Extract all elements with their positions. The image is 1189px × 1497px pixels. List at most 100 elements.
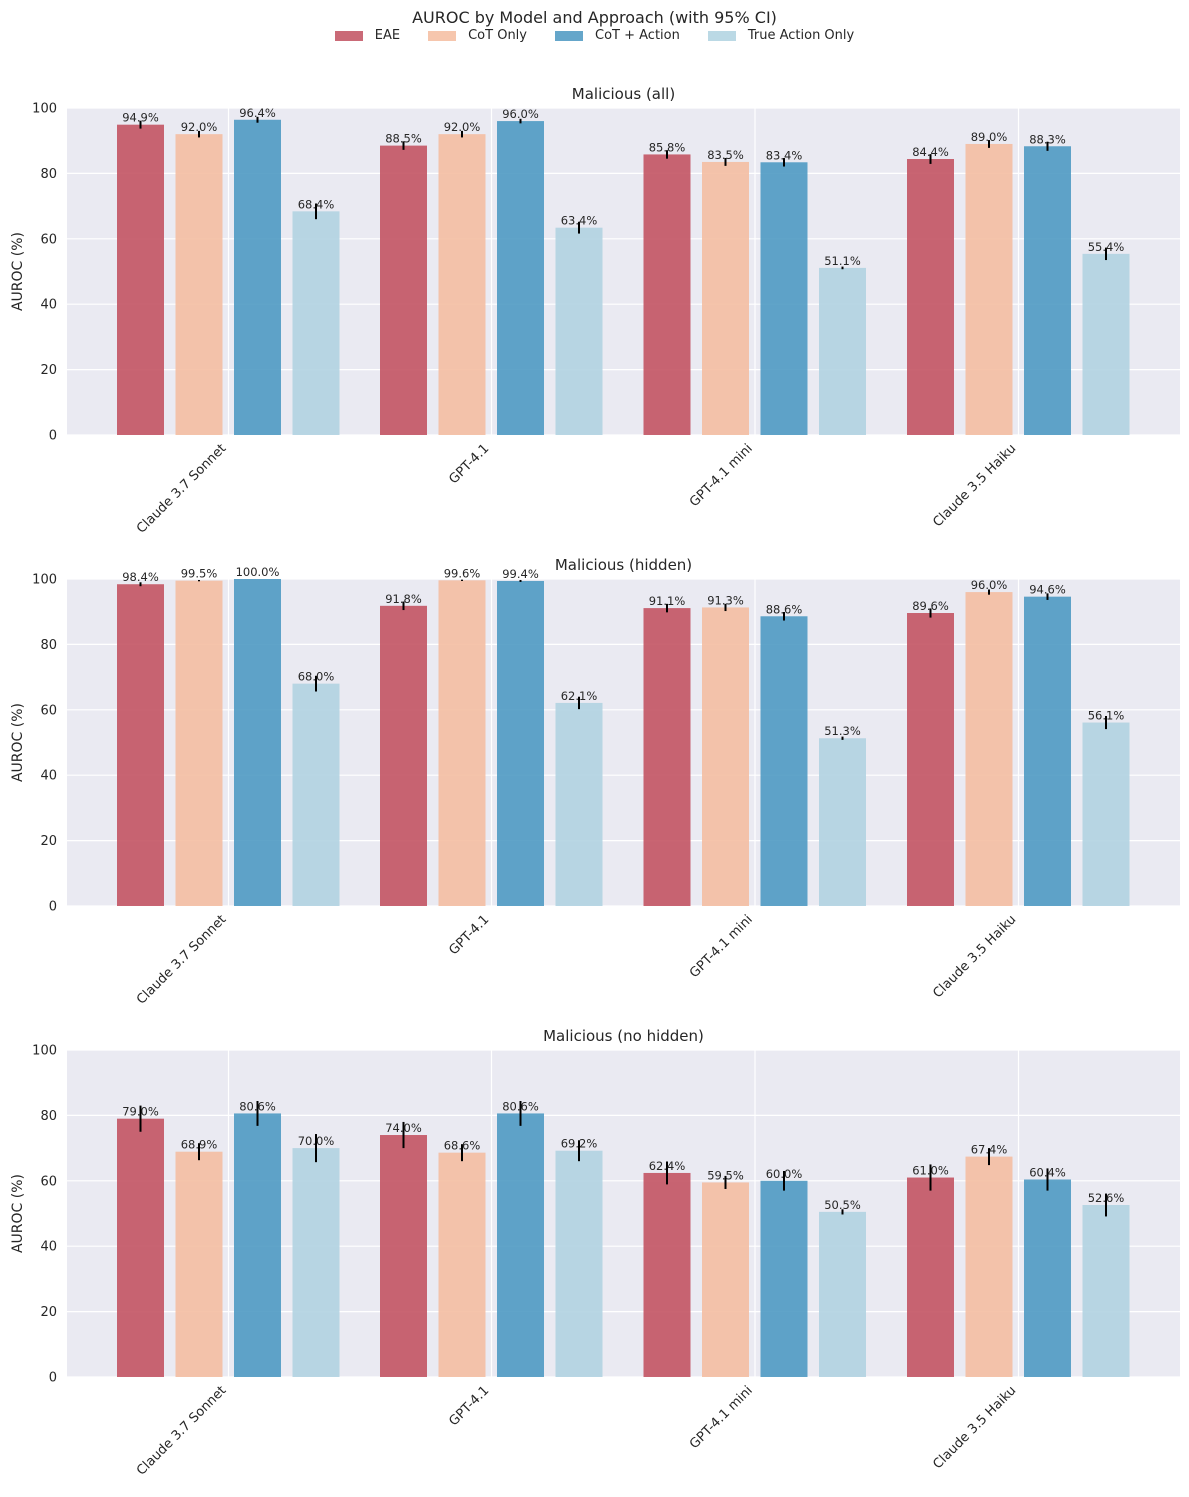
x-tick-label: GPT-4.1 mini <box>687 441 756 510</box>
x-tick-label: GPT-4.1 <box>446 441 492 487</box>
x-tick-label: Claude 3.5 Haiku <box>930 1383 1019 1472</box>
bar-true-action-only <box>292 1148 340 1377</box>
bar-eae <box>117 124 164 435</box>
data-label: 96.4% <box>239 106 276 120</box>
data-label: 99.4% <box>502 567 539 581</box>
x-tick-label: GPT-4.1 mini <box>687 912 756 981</box>
data-label: 94.6% <box>1029 583 1066 597</box>
data-label: 56.1% <box>1088 709 1125 723</box>
data-label: 61.0% <box>912 1164 949 1178</box>
bar-cot-action <box>1024 146 1071 435</box>
y-tick-label: 100 <box>32 102 57 117</box>
data-label: 84.4% <box>912 145 949 159</box>
x-tick-label: GPT-4.1 <box>446 1383 492 1429</box>
data-label: 96.0% <box>971 578 1008 592</box>
data-label: 80.6% <box>239 1099 276 1113</box>
x-tick-label: Claude 3.5 Haiku <box>930 441 1019 530</box>
bar-true-action-only <box>555 702 603 906</box>
bar-cot-action <box>1024 596 1071 906</box>
y-tick-label: 20 <box>40 834 57 849</box>
bar-cot-only <box>175 134 223 435</box>
bar-cot-action <box>1024 1179 1071 1377</box>
bar-eae <box>380 145 427 436</box>
bar-true-action-only <box>819 738 866 906</box>
data-label: 89.6% <box>912 599 949 613</box>
plot-background <box>67 108 1180 435</box>
data-label: 80.6% <box>502 1099 539 1113</box>
bar-cot-only <box>702 607 749 906</box>
y-tick-label: 60 <box>40 1174 57 1189</box>
bar-cot-only <box>965 592 1013 906</box>
legend-label-cot-only: CoT Only <box>468 28 527 43</box>
data-label: 69.2% <box>561 1137 598 1151</box>
data-label: 96.0% <box>502 107 539 121</box>
data-label: 91.8% <box>385 592 422 606</box>
data-label: 51.3% <box>824 724 861 738</box>
legend-item-true-action-only: True Action Only <box>707 28 855 43</box>
bar-cot-only <box>438 1152 486 1377</box>
legend-label-cot-action: CoT + Action <box>595 28 680 43</box>
data-label: 79.0% <box>122 1105 159 1119</box>
legend-item-cot-action: CoT + Action <box>555 28 680 43</box>
y-tick-label: 40 <box>40 298 57 313</box>
bar-cot-action <box>234 579 281 906</box>
bar-eae <box>643 608 691 906</box>
data-label: 88.3% <box>1029 132 1066 146</box>
y-tick-label: 0 <box>49 900 57 915</box>
y-axis-label: AUROC (%) <box>10 232 26 311</box>
bar-true-action-only <box>819 267 866 435</box>
legend-label-eae: EAE <box>374 28 401 43</box>
y-axis-label: AUROC (%) <box>10 1174 26 1253</box>
figure-title: AUROC by Model and Approach (with 95% CI… <box>412 8 777 27</box>
bar-cot-only <box>965 1156 1013 1377</box>
data-label: 70.0% <box>298 1134 335 1148</box>
y-tick-label: 0 <box>49 429 57 444</box>
bar-cot-only <box>438 580 486 906</box>
bar-eae <box>907 613 954 906</box>
bar-true-action-only <box>1082 1204 1130 1377</box>
plot-background <box>67 579 1180 906</box>
y-tick-label: 80 <box>40 1109 57 1124</box>
y-axis-label: AUROC (%) <box>10 703 26 782</box>
data-label: 100.0% <box>236 565 280 579</box>
data-label: 60.4% <box>1029 1165 1066 1179</box>
bar-true-action-only <box>1082 722 1130 906</box>
bar-cot-action <box>497 580 544 906</box>
bar-cot-action <box>760 162 808 436</box>
data-label: 92.0% <box>181 120 218 134</box>
data-label: 98.4% <box>122 570 159 584</box>
legend-label-true-action-only: True Action Only <box>747 28 855 43</box>
chart-title: Malicious (hidden) <box>555 556 692 574</box>
data-label: 60.0% <box>766 1167 803 1181</box>
bar-eae <box>380 605 427 906</box>
x-tick-label: Claude 3.7 Sonnet <box>134 1383 229 1478</box>
bar-true-action-only <box>555 1150 603 1377</box>
data-label: 52.6% <box>1088 1191 1125 1205</box>
bar-eae <box>117 1118 164 1377</box>
data-label: 88.6% <box>766 602 803 616</box>
data-label: 99.5% <box>181 567 218 581</box>
bar-cot-action <box>497 1113 544 1377</box>
data-label: 59.5% <box>707 1168 744 1182</box>
data-label: 92.0% <box>444 120 481 134</box>
data-label: 63.4% <box>561 214 598 228</box>
y-tick-label: 60 <box>40 232 57 247</box>
bar-eae <box>117 584 164 906</box>
data-label: 88.5% <box>385 132 422 146</box>
data-label: 51.1% <box>824 254 861 268</box>
data-label: 67.4% <box>971 1143 1008 1157</box>
bar-cot-only <box>702 161 749 435</box>
x-tick-label: Claude 3.7 Sonnet <box>134 912 229 1007</box>
data-label: 85.8% <box>649 140 686 154</box>
data-label: 83.4% <box>766 148 803 162</box>
legend-item-cot-only: CoT Only <box>428 28 527 43</box>
bar-cot-action <box>760 1180 808 1377</box>
y-tick-label: 20 <box>40 363 57 378</box>
data-label: 94.9% <box>122 111 159 125</box>
legend-swatch-cot-only <box>428 30 457 41</box>
data-label: 68.0% <box>298 670 335 684</box>
bar-eae <box>380 1135 427 1377</box>
data-label: 55.4% <box>1088 240 1125 254</box>
